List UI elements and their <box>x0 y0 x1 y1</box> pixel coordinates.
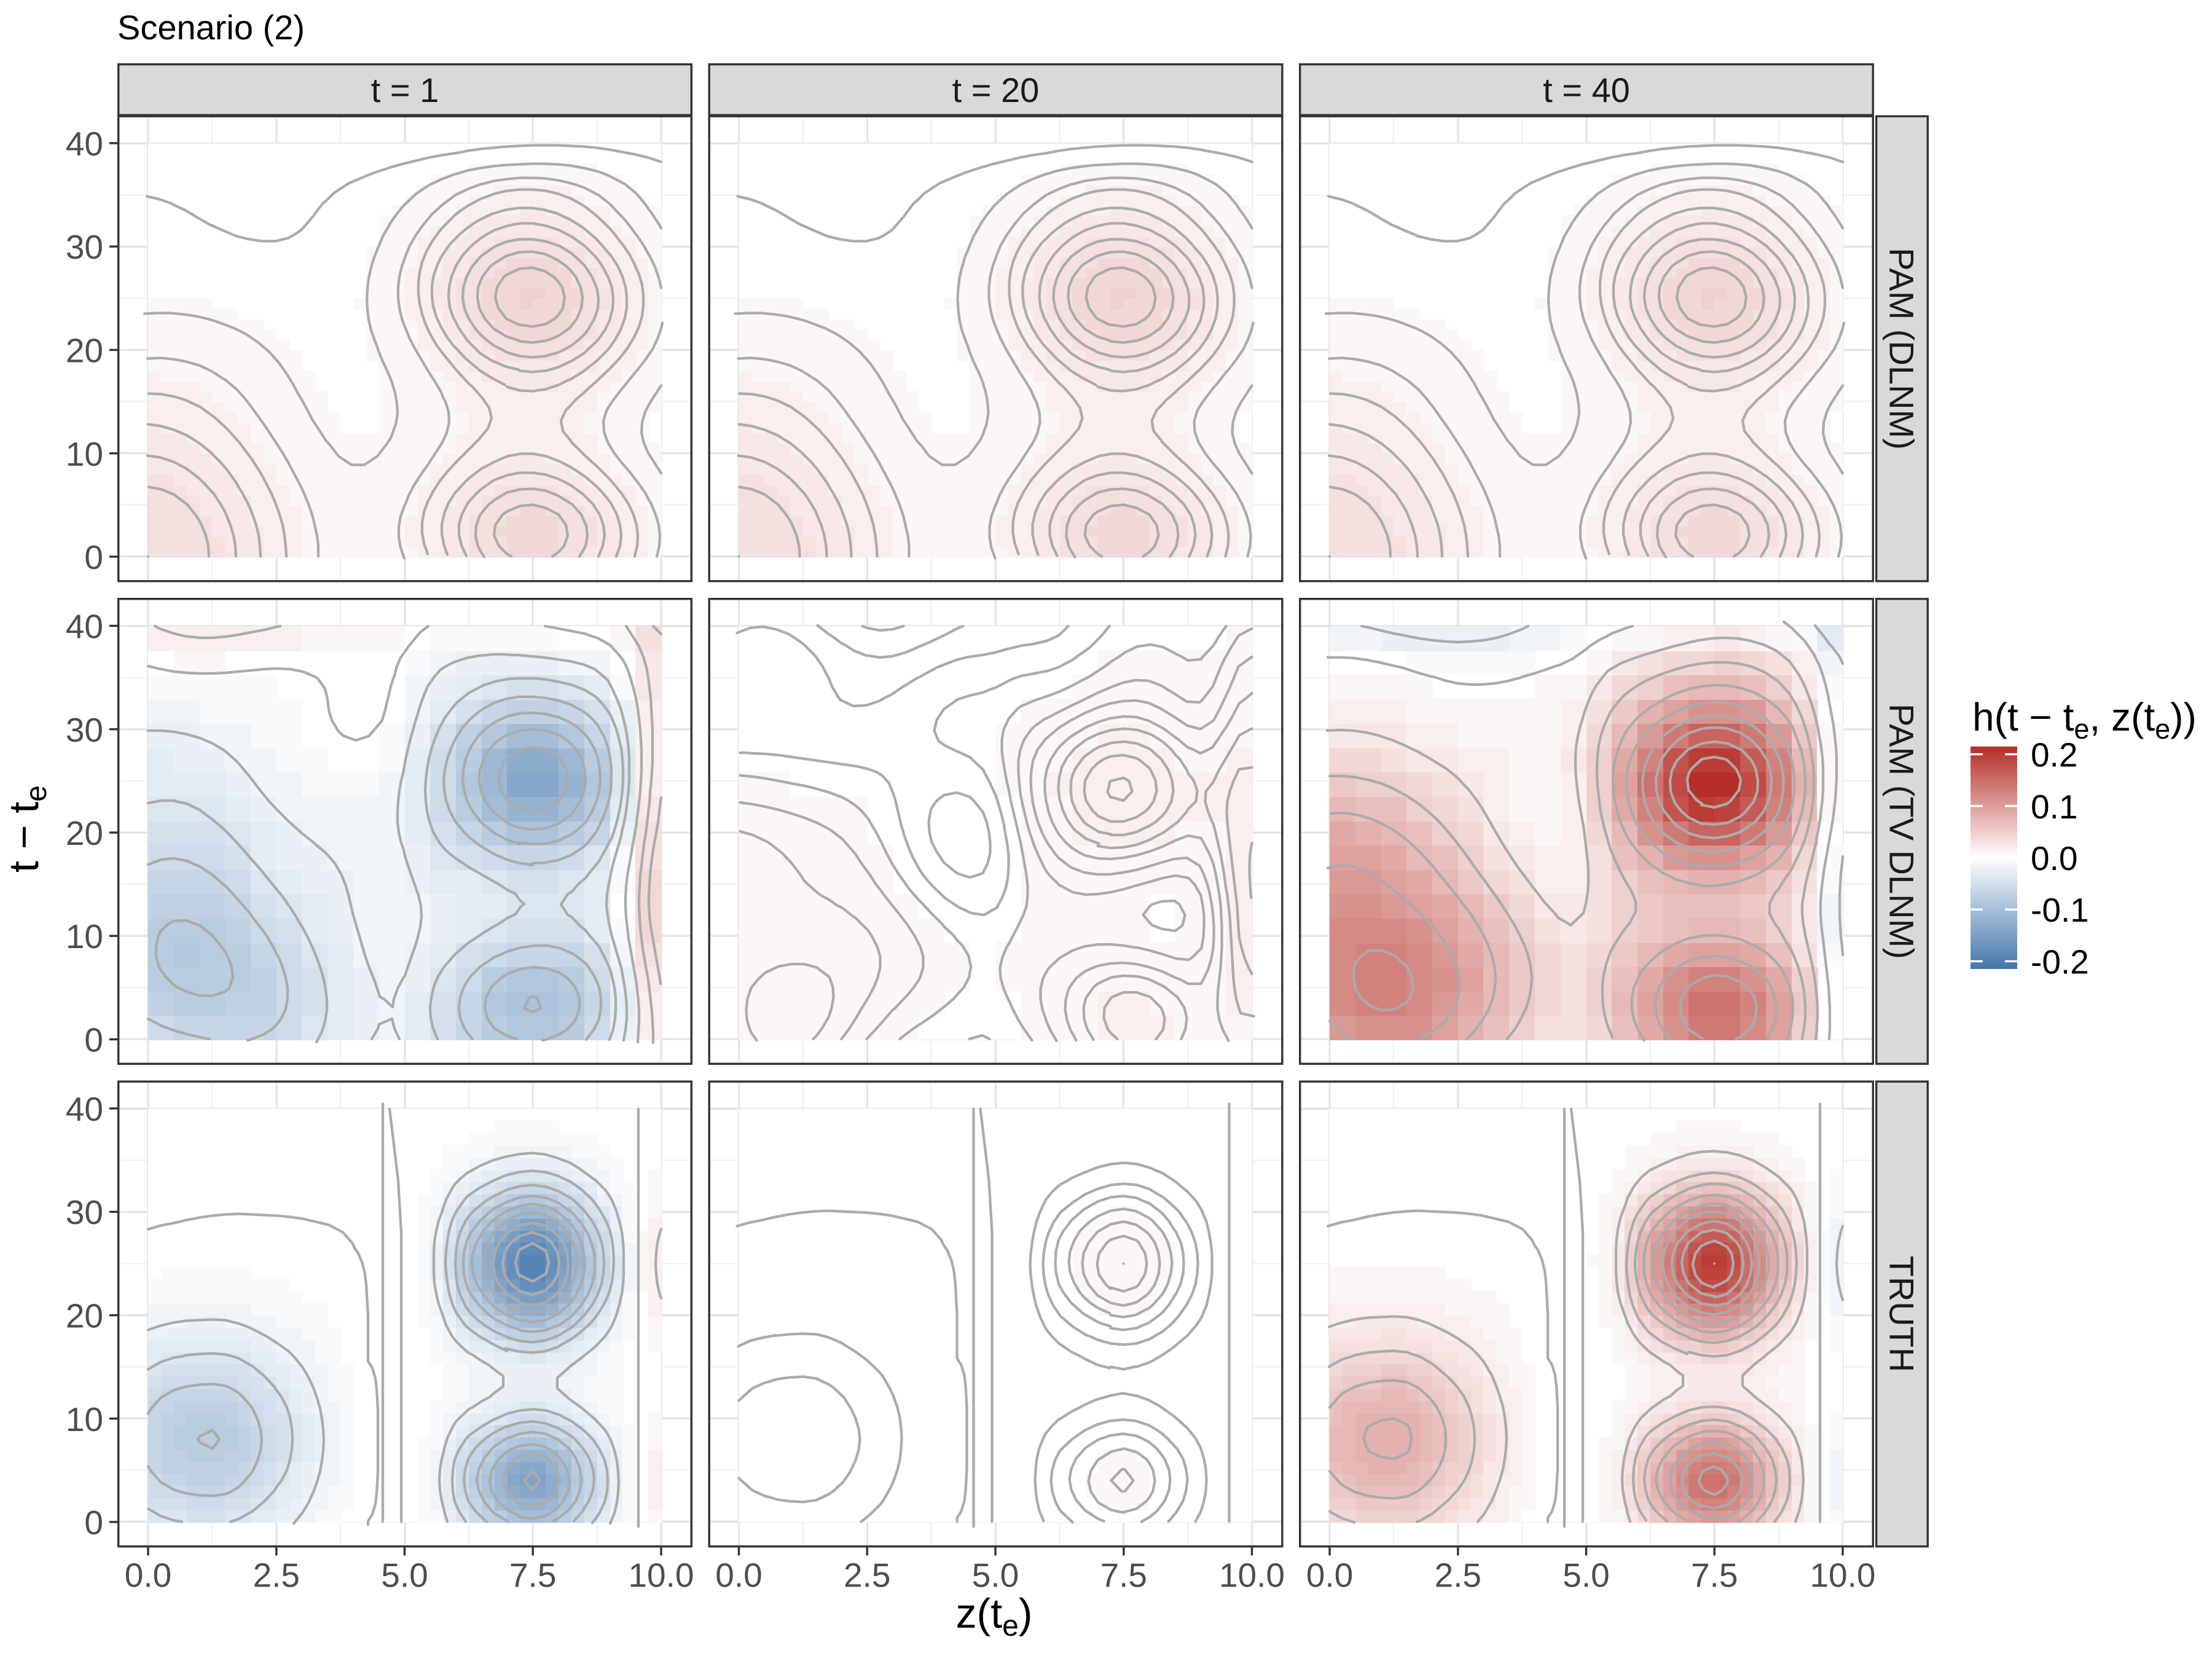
svg-text:PAM (DLNM): PAM (DLNM) <box>1883 248 1921 450</box>
svg-text:40: 40 <box>66 608 103 646</box>
svg-text:0: 0 <box>84 1021 103 1059</box>
svg-text:30: 30 <box>66 1193 103 1231</box>
svg-text:40: 40 <box>66 1090 103 1128</box>
svg-text:0: 0 <box>84 538 103 576</box>
svg-text:0.0: 0.0 <box>2031 839 2077 877</box>
svg-text:5.0: 5.0 <box>972 1556 1019 1594</box>
svg-text:TRUTH: TRUTH <box>1883 1256 1921 1373</box>
svg-text:-0.2: -0.2 <box>2031 943 2089 981</box>
svg-text:0: 0 <box>84 1504 103 1542</box>
svg-text:PAM (TV DLNM): PAM (TV DLNM) <box>1883 704 1921 959</box>
svg-text:7.5: 7.5 <box>1691 1556 1738 1594</box>
svg-text:0.0: 0.0 <box>715 1556 762 1594</box>
svg-text:2.5: 2.5 <box>1435 1556 1481 1594</box>
svg-text:20: 20 <box>66 332 103 370</box>
svg-text:5.0: 5.0 <box>381 1556 428 1594</box>
svg-text:30: 30 <box>66 711 103 749</box>
svg-text:Scenario (2): Scenario (2) <box>117 8 305 47</box>
svg-text:t = 1: t = 1 <box>371 71 439 109</box>
svg-text:7.5: 7.5 <box>509 1556 556 1594</box>
svg-text:5.0: 5.0 <box>1563 1556 1609 1594</box>
svg-text:10.0: 10.0 <box>1810 1556 1875 1594</box>
svg-text:t = 40: t = 40 <box>1543 71 1630 109</box>
svg-text:10: 10 <box>66 435 103 473</box>
svg-text:0.2: 0.2 <box>2031 736 2077 774</box>
svg-text:20: 20 <box>66 1297 103 1335</box>
svg-text:2.5: 2.5 <box>253 1556 300 1594</box>
svg-text:30: 30 <box>66 228 103 266</box>
svg-text:10: 10 <box>66 1400 103 1438</box>
svg-text:10: 10 <box>66 917 103 955</box>
svg-text:z(te): z(te) <box>956 1590 1033 1642</box>
svg-text:t = 20: t = 20 <box>952 71 1040 109</box>
svg-text:20: 20 <box>66 814 103 852</box>
svg-text:10.0: 10.0 <box>1219 1556 1285 1594</box>
svg-text:10.0: 10.0 <box>628 1556 694 1594</box>
svg-text:2.5: 2.5 <box>844 1556 890 1594</box>
svg-text:0.1: 0.1 <box>2031 788 2077 826</box>
svg-text:7.5: 7.5 <box>1100 1556 1147 1594</box>
svg-text:40: 40 <box>66 125 103 163</box>
svg-text:0.0: 0.0 <box>125 1556 171 1594</box>
svg-text:-0.1: -0.1 <box>2031 891 2089 929</box>
svg-text:0.0: 0.0 <box>1306 1556 1353 1594</box>
